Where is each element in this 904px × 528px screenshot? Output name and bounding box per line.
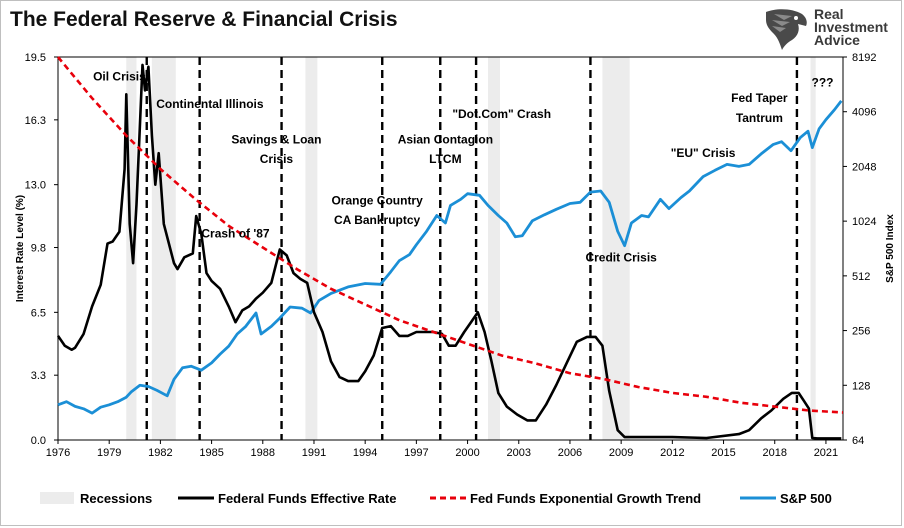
y-right-axis-title: S&P 500 Index bbox=[885, 214, 896, 283]
annotation-label: Fed Taper bbox=[731, 91, 788, 105]
y-left-tick-label: 9.8 bbox=[31, 243, 46, 255]
annotation-label: Oil Crisis bbox=[93, 70, 146, 84]
brand-logo: Real Investment Advice bbox=[762, 6, 892, 52]
y-right-tick-label: 128 bbox=[852, 380, 870, 392]
y-left-tick-label: 0.0 bbox=[31, 435, 46, 447]
annotation-label: Asian Contagion bbox=[398, 132, 493, 146]
y-right-tick-label: 8192 bbox=[852, 52, 876, 64]
legend-label: Fed Funds Exponential Growth Trend bbox=[470, 491, 701, 506]
x-tick-label: 1985 bbox=[199, 447, 223, 459]
x-tick-label: 1982 bbox=[148, 447, 172, 459]
x-tick-label: 1976 bbox=[46, 447, 70, 459]
y-left-axis-title: Interest Rate Level (%) bbox=[15, 195, 26, 302]
x-tick-label: 1994 bbox=[353, 447, 377, 459]
annotation-label: Orange Country bbox=[331, 193, 423, 207]
y-left-tick-label: 16.3 bbox=[25, 115, 46, 127]
x-tick-label: 2018 bbox=[762, 447, 786, 459]
y-left-tick-label: 3.3 bbox=[31, 370, 46, 382]
x-tick-label: 2012 bbox=[660, 447, 684, 459]
y-right-tick-label: 256 bbox=[852, 326, 870, 338]
y-right-tick-label: 1024 bbox=[852, 216, 876, 228]
y-left-tick-label: 6.5 bbox=[31, 307, 46, 319]
x-tick-label: 1988 bbox=[251, 447, 275, 459]
x-tick-label: 2003 bbox=[507, 447, 531, 459]
chart-title: The Federal Reserve & Financial Crisis bbox=[10, 8, 398, 31]
brand-line-1: Real bbox=[814, 6, 844, 22]
x-tick-label: 2006 bbox=[558, 447, 582, 459]
annotation-label: "Dot.Com" Crash bbox=[452, 107, 551, 121]
x-tick-label: 2021 bbox=[814, 447, 838, 459]
recession-band bbox=[305, 57, 318, 440]
brand-line-3: Advice bbox=[814, 32, 860, 48]
y-right-tick-label: 512 bbox=[852, 271, 870, 283]
legend-label: Federal Funds Effective Rate bbox=[218, 491, 396, 506]
recession-band bbox=[488, 57, 500, 440]
y-right-tick-label: 64 bbox=[852, 435, 864, 447]
recession-band bbox=[810, 57, 816, 440]
annotation-label: CA Bankruptcy bbox=[334, 213, 421, 227]
annotation-label: Tantrum bbox=[736, 111, 783, 125]
annotation-label: Crisis bbox=[260, 152, 294, 166]
y-left-tick-label: 19.5 bbox=[25, 52, 46, 64]
eagle-head-icon bbox=[766, 9, 807, 50]
y-right-tick-label: 4096 bbox=[852, 107, 876, 119]
x-tick-label: 1997 bbox=[404, 447, 428, 459]
brand-line-2: Investment bbox=[814, 19, 888, 35]
series-trend-line bbox=[56, 56, 844, 414]
x-tick-label: 1991 bbox=[302, 447, 326, 459]
annotation-label: Crash of '87 bbox=[201, 227, 270, 241]
annotation-label: ??? bbox=[812, 75, 834, 89]
x-tick-label: 2009 bbox=[609, 447, 633, 459]
annotation-label: Credit Crisis bbox=[585, 250, 657, 264]
annotation-label: "EU" Crisis bbox=[671, 146, 736, 160]
x-tick-label: 2015 bbox=[711, 447, 735, 459]
brand-name: Real Investment Advice bbox=[814, 6, 888, 48]
legend-swatch-recessions bbox=[40, 492, 74, 504]
annotation-label: LTCM bbox=[429, 152, 461, 166]
series-sp500-line bbox=[57, 100, 843, 415]
y-left-tick-label: 13.0 bbox=[25, 180, 46, 192]
y-right-tick-label: 2048 bbox=[852, 161, 876, 173]
annotation-label: Savings & Loan bbox=[231, 132, 321, 146]
series-fed-funds-line bbox=[56, 63, 842, 440]
x-tick-label: 1979 bbox=[97, 447, 121, 459]
x-tick-label: 2000 bbox=[455, 447, 479, 459]
legend-label: Recessions bbox=[80, 491, 152, 506]
plot-area bbox=[57, 56, 844, 441]
annotation-label: Continental Illinois bbox=[156, 97, 264, 111]
legend-label: S&P 500 bbox=[780, 491, 832, 506]
